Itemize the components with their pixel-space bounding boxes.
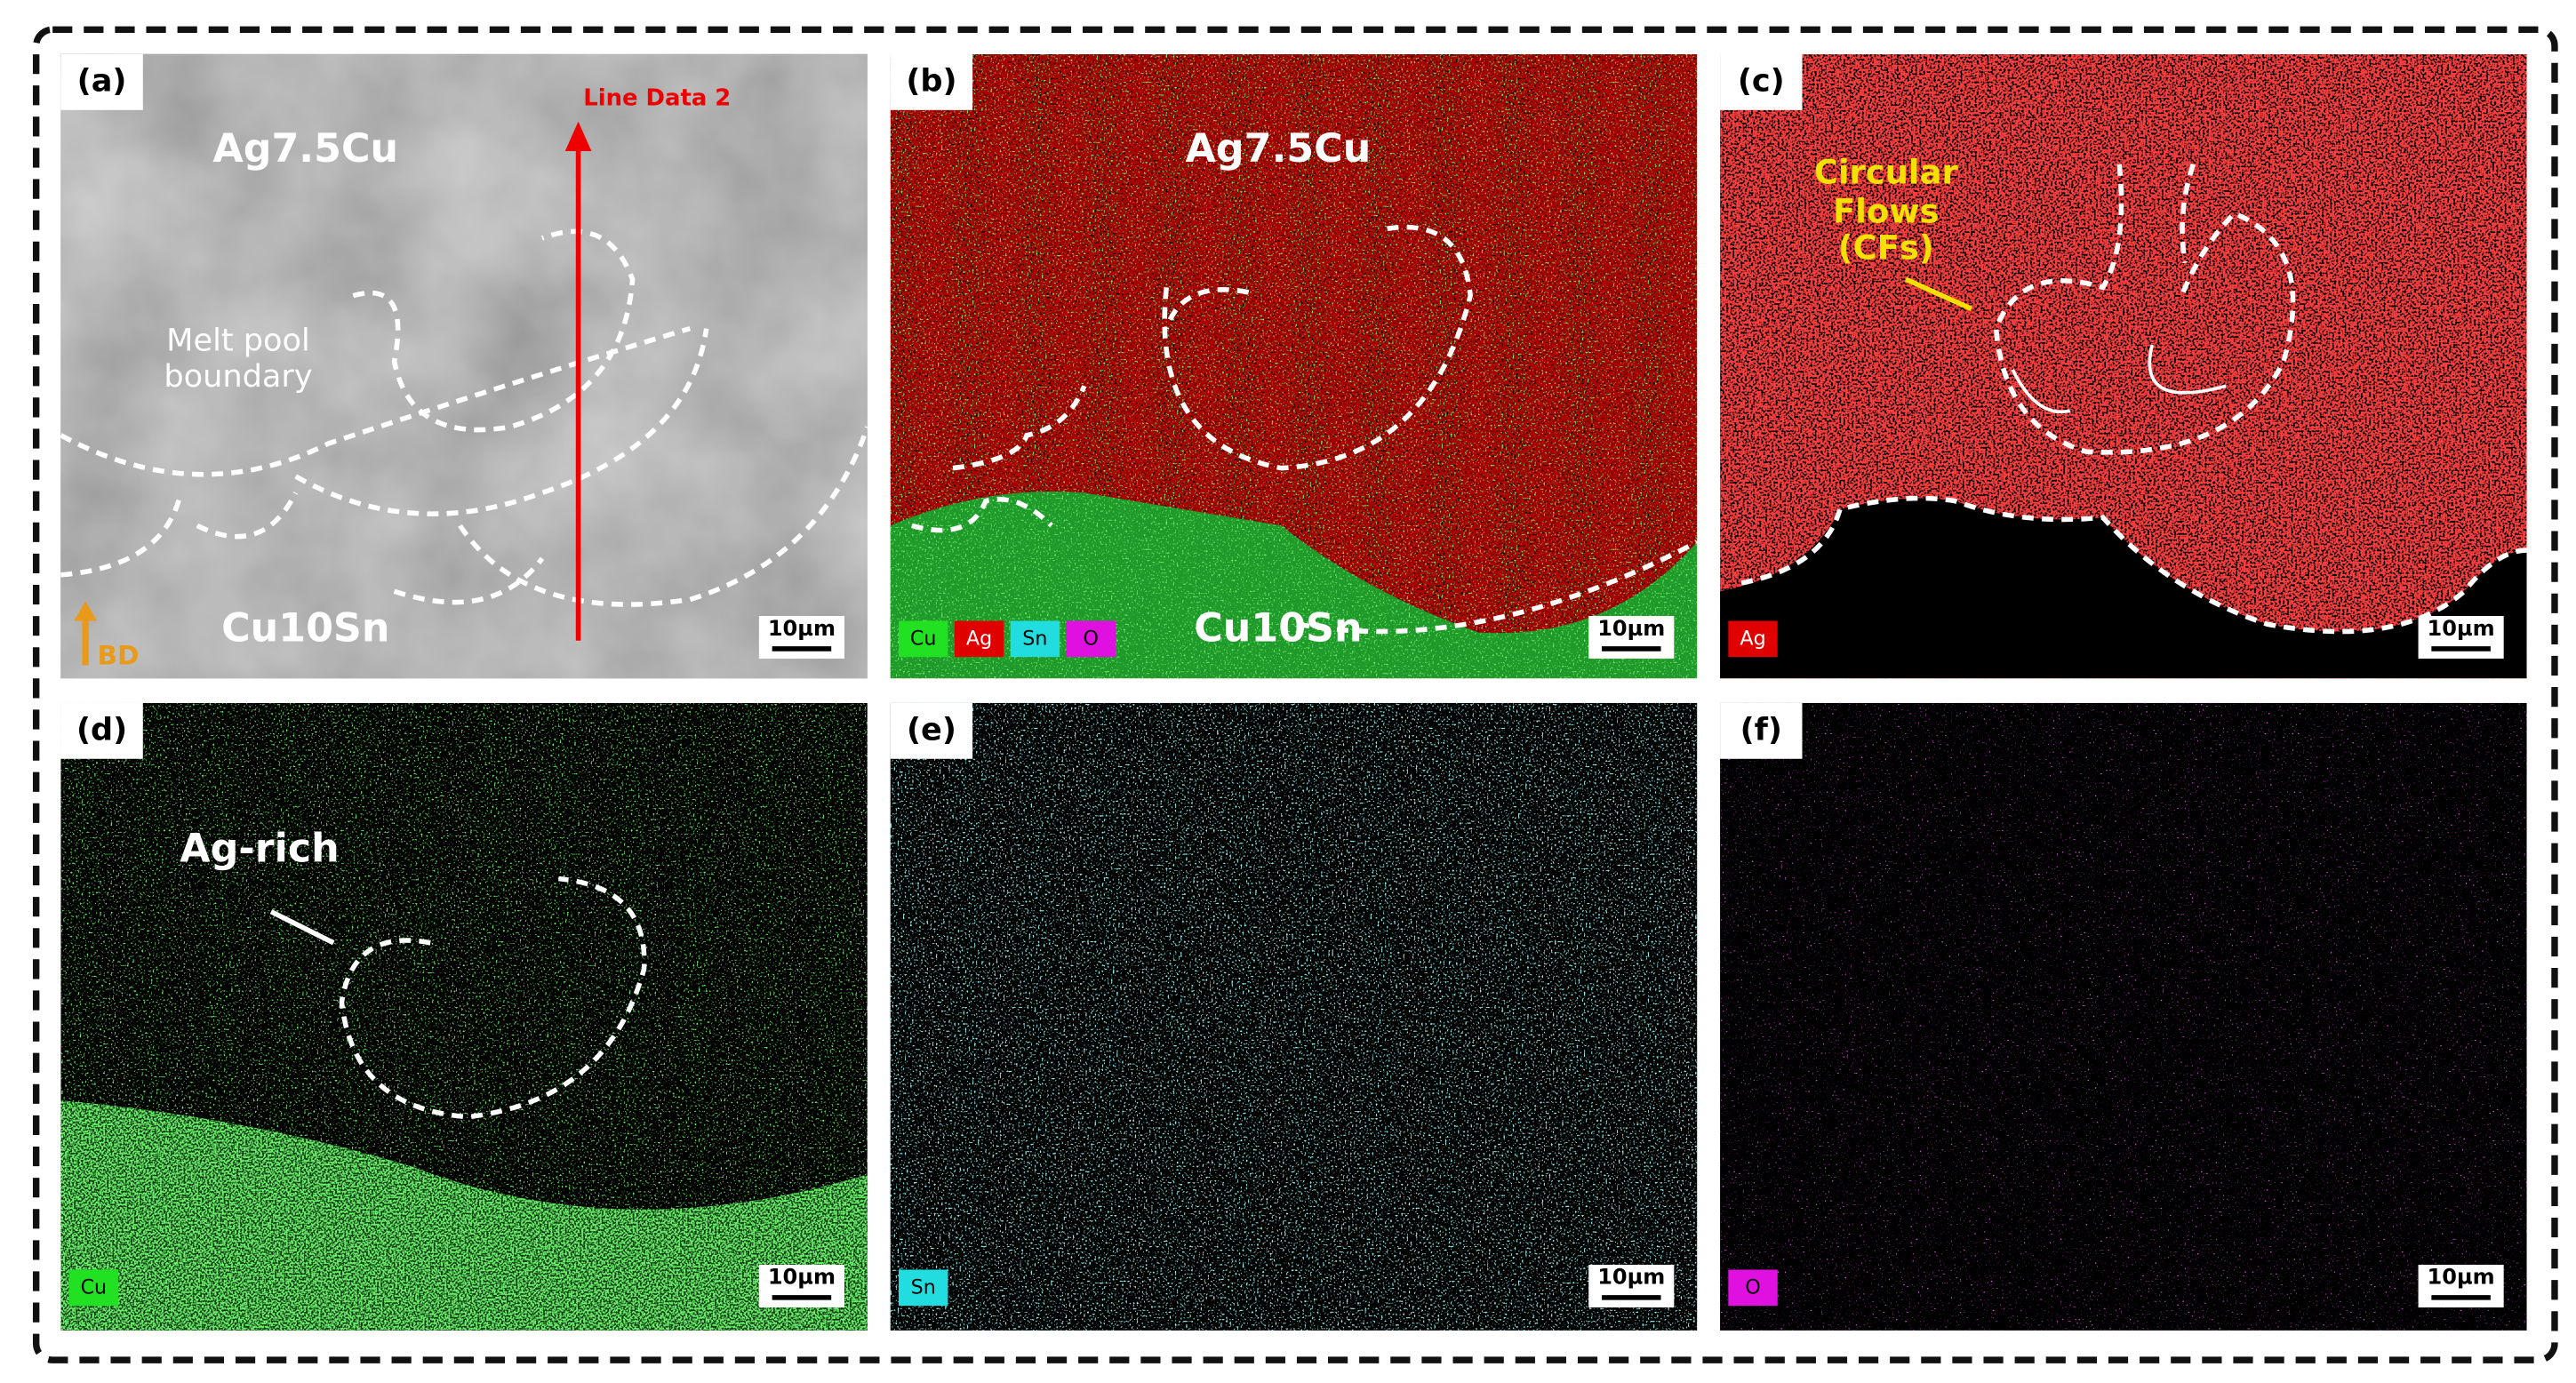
legend-label: Sn bbox=[911, 1275, 936, 1299]
overlays: (a) 10µm (b) 10µm Cu Ag Sn O (c) 10µm Ag (d) 10µm Cu (… bbox=[60, 53, 2504, 1307]
panel-label: (b) bbox=[906, 62, 956, 99]
arrowhead bbox=[74, 601, 98, 621]
speckle bbox=[890, 702, 1698, 1331]
legend-label: Sn bbox=[1022, 627, 1047, 650]
panel-e bbox=[890, 702, 1698, 1331]
legend-chip bbox=[1728, 1269, 1778, 1307]
scale-bar-box bbox=[2418, 1264, 2504, 1307]
speckle bbox=[1720, 702, 2527, 1331]
outer-border bbox=[32, 26, 2558, 1363]
panel-c: Circular Flows (CFs) bbox=[1720, 53, 2527, 679]
scale-bar-label: 10µm bbox=[768, 1265, 836, 1290]
label-box bbox=[60, 53, 143, 110]
panel-b: Ag7.5Cu Cu10Sn bbox=[890, 53, 1698, 679]
label-box bbox=[890, 702, 973, 759]
panel-label: (d) bbox=[76, 711, 127, 747]
scale-bar-label: 10µm bbox=[2428, 616, 2495, 641]
legend-label: O bbox=[1083, 627, 1098, 650]
legend-chip bbox=[1010, 620, 1060, 658]
legend-chip bbox=[954, 620, 1004, 658]
annotation: (CFs) bbox=[1838, 228, 1934, 267]
legend-label: O bbox=[1745, 1275, 1760, 1299]
sem-texture bbox=[60, 53, 868, 679]
arrowhead bbox=[564, 121, 592, 152]
scale-bar-label: 10µm bbox=[1597, 616, 1665, 641]
annotation: Circular bbox=[1814, 153, 1959, 191]
boundary-curve bbox=[60, 228, 870, 607]
scale-bar-box bbox=[758, 1264, 844, 1307]
legend-chip bbox=[1728, 620, 1778, 658]
pointer-arrow bbox=[1904, 276, 1972, 311]
annotation: Cu10Sn bbox=[1194, 606, 1362, 652]
annotation: Line Data 2 bbox=[583, 84, 731, 111]
annotation: Flows bbox=[1833, 193, 1939, 231]
panel-label: (f) bbox=[1740, 711, 1782, 747]
label-box bbox=[60, 702, 143, 759]
annotation: Ag7.5Cu bbox=[1186, 126, 1372, 172]
panel-a: Line Data 2 Ag7.5Cu Melt pool boundary C… bbox=[60, 53, 870, 679]
panel-f bbox=[1720, 702, 2527, 1331]
label-box bbox=[1720, 702, 1803, 759]
scale-bar-box bbox=[1588, 1264, 1675, 1307]
scale-bar-box bbox=[1588, 615, 1675, 660]
legend-label: Cu bbox=[81, 1275, 108, 1299]
annotation: BD bbox=[98, 641, 140, 671]
boundary-curve bbox=[1740, 163, 2527, 635]
label-box bbox=[1720, 53, 1803, 110]
scale-bar-box bbox=[758, 615, 844, 660]
annotation: Melt pool bbox=[166, 322, 310, 358]
panel-d: Ag-rich bbox=[60, 702, 868, 1331]
label-box bbox=[890, 53, 973, 110]
panel-label: (a) bbox=[77, 62, 127, 99]
legend-chip bbox=[898, 1269, 948, 1307]
boundary-curve bbox=[910, 224, 1698, 635]
annotation: Ag-rich bbox=[180, 826, 339, 871]
scale-bar-box bbox=[2418, 615, 2504, 660]
panel-label: (e) bbox=[907, 711, 956, 747]
boundary-curve bbox=[339, 875, 647, 1120]
flow-arrow bbox=[2011, 344, 2227, 414]
annotation: boundary bbox=[164, 358, 312, 395]
legend-chip bbox=[68, 1269, 119, 1307]
panel-label: (c) bbox=[1738, 62, 1785, 99]
legend-chip bbox=[898, 620, 948, 658]
annotation: Ag7.5Cu bbox=[212, 126, 398, 172]
legend-label: Ag bbox=[1740, 627, 1765, 650]
scale-bar-label: 10µm bbox=[1597, 1265, 1665, 1290]
speckle bbox=[890, 53, 1698, 679]
legend-label: Cu bbox=[910, 627, 937, 650]
legend-chip bbox=[1066, 620, 1116, 658]
scale-bar-label: 10µm bbox=[768, 616, 836, 641]
legend-label: Ag bbox=[966, 627, 992, 650]
annotation: Cu10Sn bbox=[221, 606, 389, 652]
pointer-arrow bbox=[269, 909, 335, 946]
scale-bar-label: 10µm bbox=[2428, 1265, 2495, 1290]
